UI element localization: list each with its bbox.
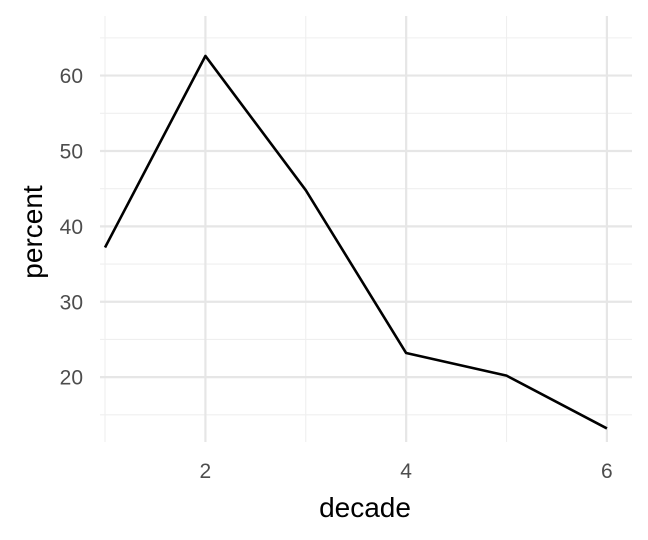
x-tick-label: 2 xyxy=(200,460,212,483)
y-axis-tick-labels: 20 30 40 50 60 xyxy=(60,65,83,390)
minor-gridlines xyxy=(100,16,632,442)
series-line xyxy=(103,54,608,430)
y-tick-label: 20 xyxy=(60,367,83,390)
y-tick-label: 60 xyxy=(60,65,83,88)
x-tick-label: 4 xyxy=(400,460,412,483)
x-tick-label: 6 xyxy=(601,460,613,483)
y-tick-label: 40 xyxy=(60,216,83,239)
y-tick-label: 50 xyxy=(60,140,83,163)
major-gridlines xyxy=(100,16,632,442)
y-tick-label: 30 xyxy=(60,291,83,314)
x-axis-tick-labels: 2 4 6 xyxy=(200,460,613,483)
x-axis-title: decade xyxy=(319,492,411,523)
y-axis-title: percent xyxy=(17,185,48,279)
series-layer xyxy=(103,54,608,430)
